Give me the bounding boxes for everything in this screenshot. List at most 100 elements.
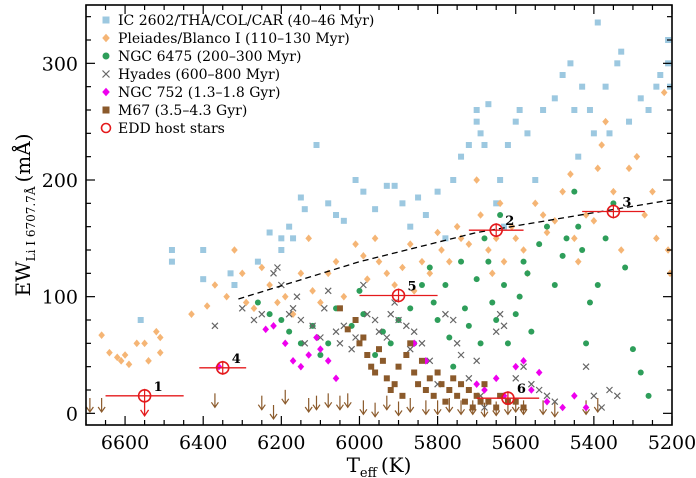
- data-point: [477, 398, 484, 405]
- data-point: [411, 369, 418, 376]
- data-point: [465, 322, 472, 329]
- data-point: [598, 404, 606, 411]
- data-point: [360, 188, 367, 195]
- data-point: [281, 339, 289, 348]
- data-point: [254, 299, 261, 306]
- data-point: [376, 346, 382, 353]
- data-point: [360, 311, 367, 318]
- host-star-point: [391, 288, 406, 303]
- data-point: [98, 331, 105, 339]
- data-point: [481, 381, 488, 388]
- legend-entry: Hyades (600–800 Myr): [118, 67, 280, 83]
- data-point: [200, 276, 207, 283]
- data-point: [516, 107, 523, 113]
- x-tick-label: 6200: [257, 432, 305, 454]
- data-point: [660, 88, 668, 97]
- data-point: [293, 293, 301, 301]
- data-point: [344, 326, 351, 333]
- data-point: [512, 311, 519, 318]
- data-point: [575, 223, 582, 230]
- data-point: [156, 348, 164, 357]
- data-point: [375, 328, 383, 336]
- data-point: [446, 334, 453, 341]
- data-point: [145, 357, 152, 365]
- data-point: [336, 305, 343, 312]
- upper-limit-arrow: [335, 395, 344, 411]
- upper-limit-arrow: [312, 395, 321, 411]
- data-point: [441, 310, 449, 318]
- upper-limit-arrow: [371, 402, 380, 418]
- data-point: [583, 340, 590, 347]
- data-point: [626, 118, 633, 125]
- legend-entry: Pleiades/Blanco I (110–130 Myr): [118, 31, 350, 47]
- data-point: [501, 223, 508, 230]
- data-point: [571, 188, 578, 195]
- data-point: [520, 404, 527, 411]
- data-point: [153, 327, 160, 336]
- data-point: [375, 257, 383, 266]
- data-point: [485, 398, 492, 405]
- data-point: [278, 235, 285, 242]
- data-point: [582, 363, 590, 371]
- host-star-label: 6: [517, 382, 526, 397]
- data-point: [391, 381, 398, 388]
- data-point: [559, 252, 566, 259]
- data-point: [379, 328, 386, 335]
- data-point: [489, 299, 496, 306]
- data-point: [356, 287, 363, 294]
- data-point: [297, 269, 305, 278]
- data-point: [313, 333, 320, 342]
- data-point: [395, 363, 402, 370]
- data-point: [579, 83, 586, 90]
- data-point: [383, 375, 390, 382]
- data-point: [501, 282, 508, 288]
- data-point: [473, 276, 480, 283]
- data-point: [473, 392, 480, 399]
- data-point: [485, 246, 492, 254]
- upper-limit-arrow: [304, 398, 313, 414]
- data-point: [407, 223, 414, 230]
- series-5: [336, 305, 527, 411]
- data-point: [403, 352, 410, 358]
- data-point: [516, 293, 523, 300]
- data-point: [535, 368, 543, 377]
- data-point: [535, 386, 543, 394]
- data-point: [363, 275, 371, 283]
- data-point: [211, 322, 219, 330]
- data-point: [434, 317, 441, 323]
- data-point: [278, 317, 285, 323]
- upper-limit-arrow: [86, 398, 94, 414]
- data-point: [633, 152, 641, 161]
- data-point: [137, 317, 144, 323]
- upper-limit-arrow: [433, 400, 442, 416]
- data-point: [285, 310, 293, 318]
- data-point: [410, 339, 418, 348]
- data-point: [422, 387, 429, 393]
- data-point: [614, 60, 621, 67]
- data-point: [168, 258, 175, 265]
- data-point: [399, 392, 406, 399]
- data-point: [333, 212, 340, 218]
- host-upper-limit-arrow: [140, 401, 150, 418]
- data-point: [106, 348, 113, 357]
- data-point: [121, 351, 129, 359]
- data-point: [594, 282, 601, 288]
- data-point: [356, 340, 363, 347]
- data-point: [481, 235, 488, 242]
- data-point: [477, 130, 484, 137]
- data-point: [305, 351, 312, 359]
- data-point: [426, 264, 433, 271]
- data-point: [551, 398, 559, 406]
- data-point: [371, 316, 379, 324]
- data-point: [290, 235, 297, 242]
- data-point: [325, 200, 332, 207]
- data-point: [622, 264, 629, 271]
- data-point: [493, 404, 500, 411]
- data-point: [497, 177, 504, 183]
- data-point: [625, 164, 633, 173]
- data-point: [387, 310, 395, 318]
- data-point: [387, 340, 394, 347]
- data-point: [410, 328, 418, 336]
- y-tick-label: 200: [42, 170, 78, 192]
